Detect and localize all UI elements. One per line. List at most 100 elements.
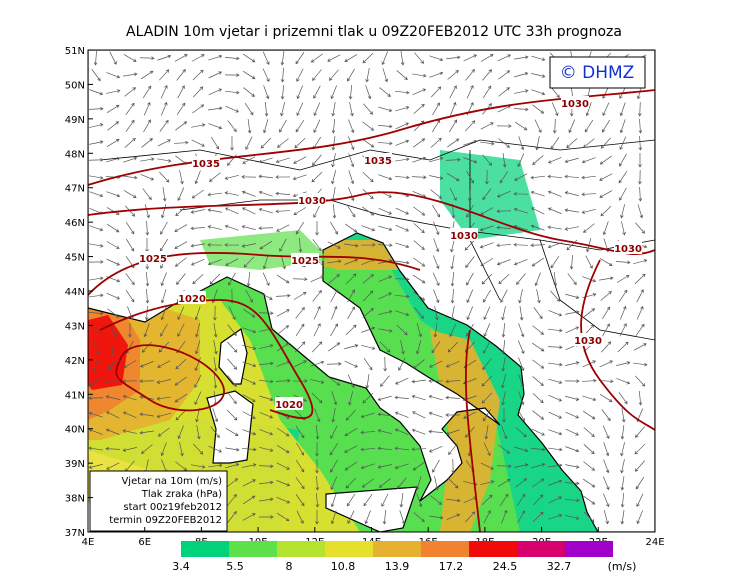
wind-arrow (276, 480, 291, 487)
wind-arrow (450, 306, 455, 321)
wind-arrow (621, 221, 626, 236)
wind-arrow (209, 172, 221, 182)
wind-arrow (467, 186, 472, 202)
wind-arrow (224, 56, 240, 61)
wind-arrow (106, 191, 121, 198)
wind-arrow (531, 207, 545, 215)
wind-arrow (296, 442, 304, 456)
wind-arrow (242, 344, 257, 350)
wind-arrow (313, 323, 321, 337)
wind-arrow (518, 374, 525, 389)
wind-arrow (450, 288, 455, 304)
wind-arrow (411, 379, 426, 384)
isobar-label-bg (364, 153, 392, 166)
wind-arrow (224, 207, 239, 215)
wind-arrow (483, 323, 491, 338)
lat-label: 40N (65, 425, 85, 436)
wind-arrow (395, 310, 410, 317)
wind-arrow (296, 510, 304, 524)
wind-arrow (485, 169, 489, 185)
wind-arrow (106, 104, 120, 114)
wind-arrow (585, 255, 593, 269)
wind-arrow (177, 425, 184, 440)
isobar (115, 344, 225, 412)
wind-arrow (328, 274, 340, 284)
wind-arrow (330, 459, 338, 473)
wind-arrow (362, 290, 374, 302)
wind-arrow (497, 54, 511, 62)
wind-arrow (262, 272, 270, 286)
wind-arrow (280, 67, 285, 83)
wind-arrow (465, 69, 475, 81)
wind-arrow (428, 411, 443, 418)
wind-arrow (428, 394, 443, 401)
wind-arrow (106, 292, 121, 300)
isobar-label-bg (192, 156, 220, 169)
wind-arrow (496, 243, 512, 248)
wind-arrow (326, 362, 342, 366)
wind-arrow (565, 411, 580, 419)
lat-label: 41N (65, 390, 85, 401)
wind-arrow (603, 459, 610, 474)
wind-arrow (583, 444, 595, 455)
wind-arrow (547, 242, 562, 249)
wind-arrow (635, 476, 645, 490)
wind-arrow (313, 204, 321, 218)
wind-arrow (620, 305, 627, 320)
wind-arrow (139, 56, 155, 61)
wind-arrow (277, 325, 290, 335)
wind-arrow (532, 393, 544, 404)
wind-arrow (225, 258, 239, 266)
wind-arrow (362, 392, 374, 404)
wind-arrow (583, 223, 595, 233)
wind-arrow (142, 85, 152, 99)
wind-arrow (382, 510, 387, 525)
wind-arrow (564, 481, 580, 486)
wind-arrow (548, 463, 563, 468)
wind-arrow (174, 54, 188, 62)
colorbar-segment (469, 541, 517, 557)
wind-arrow (548, 362, 563, 367)
wind-arrow (582, 276, 597, 283)
wind-arrow (280, 102, 286, 117)
wind-arrow (191, 54, 205, 62)
wind-arrow (450, 255, 455, 270)
wind-arrow (513, 107, 529, 112)
wind-arrow (429, 71, 444, 78)
wind-arrow (295, 494, 305, 507)
wind-arrow (331, 136, 336, 151)
wind-arrow (361, 344, 376, 350)
wind-arrow (160, 289, 167, 304)
wind-arrow (482, 154, 493, 166)
wind-arrow (365, 374, 370, 389)
wind-arrow (635, 222, 646, 234)
wind-arrow (599, 394, 613, 402)
wind-arrow (106, 207, 120, 215)
wind-arrow (310, 53, 323, 63)
wind-arrow (176, 273, 186, 285)
wind-arrow (311, 341, 323, 353)
isobar-label: 1030 (574, 336, 602, 347)
wind-arrow (547, 156, 562, 164)
wind-arrow (394, 395, 410, 400)
wind-arrow (258, 379, 274, 384)
wind-arrow (225, 462, 240, 469)
wind-arrow (348, 119, 355, 134)
wind-arrow (499, 170, 509, 184)
wind-arrow (600, 291, 612, 301)
wind-arrow (396, 70, 408, 81)
wind-arrow (345, 273, 357, 285)
wind-arrow (466, 306, 474, 321)
border (179, 199, 655, 251)
wind-arrow (447, 138, 460, 148)
wind-arrow (501, 306, 506, 321)
colorbar-segment (181, 541, 229, 557)
wind-arrow (445, 429, 460, 436)
wind-arrow (213, 305, 217, 321)
wind-arrow (616, 361, 631, 366)
wind-arrow (277, 342, 290, 352)
wind-arrow (429, 515, 444, 520)
wind-arrow (620, 476, 625, 491)
wind-arrow (347, 510, 355, 524)
wind-arrow (382, 68, 389, 83)
